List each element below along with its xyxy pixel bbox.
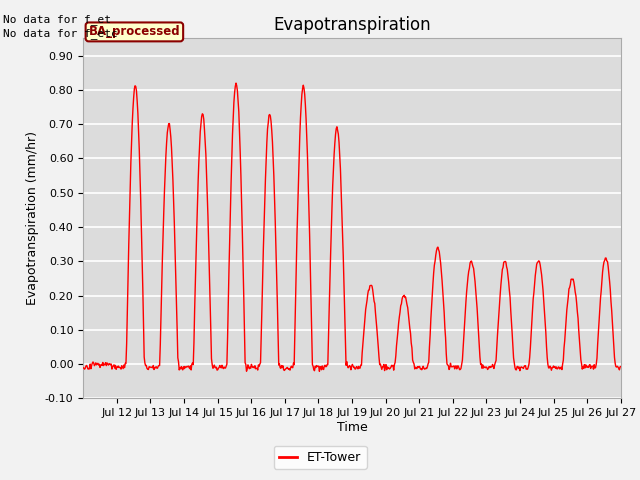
X-axis label: Time: Time	[337, 421, 367, 434]
Title: Evapotranspiration: Evapotranspiration	[273, 16, 431, 34]
Text: BA_processed: BA_processed	[88, 25, 180, 38]
Y-axis label: Evapotranspiration (mm/hr): Evapotranspiration (mm/hr)	[26, 132, 39, 305]
Legend: ET-Tower: ET-Tower	[273, 446, 367, 469]
Text: No data for f_et
No data for f_etc: No data for f_et No data for f_etc	[3, 14, 118, 39]
